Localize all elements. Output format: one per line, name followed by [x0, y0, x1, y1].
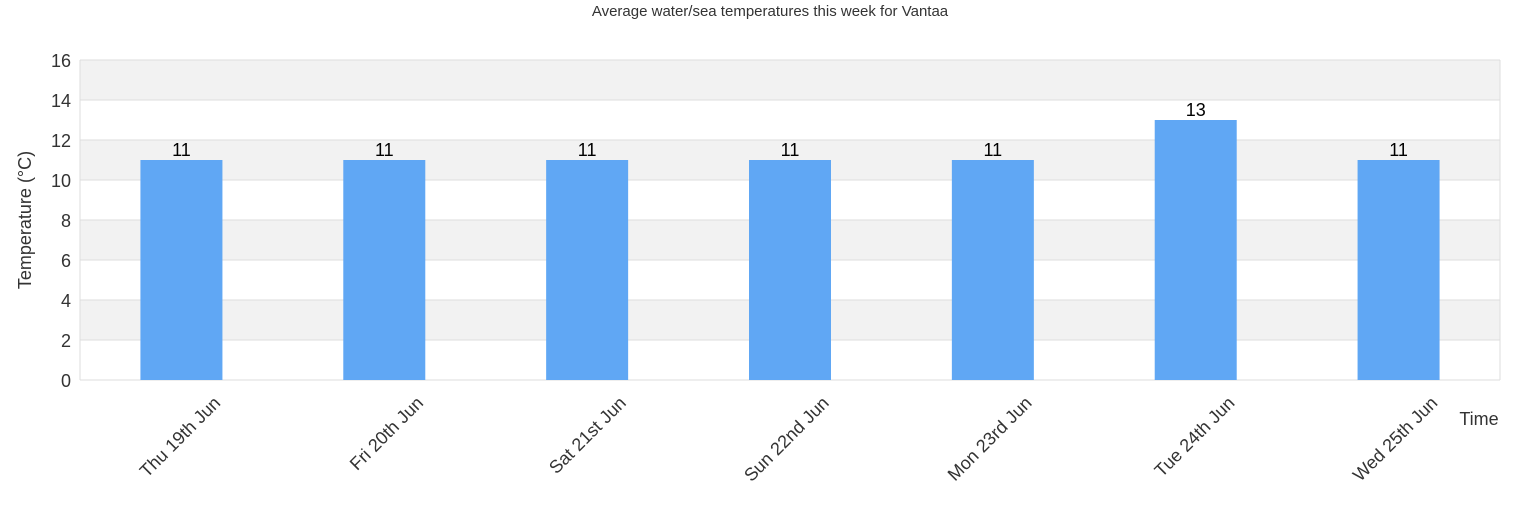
bar — [546, 160, 629, 380]
x-tick-label: Sat 21st Jun — [545, 393, 630, 478]
y-tick-label: 8 — [61, 211, 71, 231]
x-tick-label: Tue 24th Jun — [1151, 393, 1239, 481]
data-label: 11 — [578, 140, 597, 160]
data-label: 11 — [984, 140, 1003, 160]
chart-title: Average water/sea temperatures this week… — [592, 3, 949, 20]
x-tick-label: Sun 22nd Jun — [740, 393, 833, 486]
x-axis-title: Time — [1459, 409, 1498, 429]
y-tick-label: 6 — [61, 251, 71, 271]
y-tick-label: 14 — [51, 91, 71, 111]
y-axis-ticks: 0 2 4 6 8 10 12 14 16 — [51, 51, 71, 391]
data-label: 13 — [1186, 100, 1206, 120]
background-band — [80, 60, 1500, 100]
bar — [1357, 160, 1440, 380]
y-tick-label: 16 — [51, 51, 71, 71]
bar — [1154, 120, 1237, 380]
data-labels: 11 11 11 11 11 13 11 — [172, 100, 1408, 160]
y-tick-label: 10 — [51, 171, 71, 191]
data-label: 11 — [375, 140, 394, 160]
x-tick-label: Wed 25th Jun — [1349, 393, 1441, 485]
y-axis-title: Temperature (°C) — [15, 151, 35, 289]
x-axis-ticks: Thu 19th Jun Fri 20th Jun Sat 21st Jun Sun … — [136, 393, 1442, 486]
y-tick-label: 12 — [51, 131, 71, 151]
bar — [343, 160, 426, 380]
data-label: 11 — [781, 140, 800, 160]
data-label: 11 — [172, 140, 191, 160]
x-tick-label: Mon 23rd Jun — [944, 393, 1036, 485]
x-tick-label: Thu 19th Jun — [136, 393, 224, 481]
bars — [140, 120, 1440, 380]
x-tick-label: Fri 20th Jun — [346, 393, 427, 474]
y-tick-label: 2 — [61, 331, 71, 351]
background-band — [80, 100, 1500, 140]
bar — [140, 160, 223, 380]
y-tick-label: 4 — [61, 291, 71, 311]
y-tick-label: 0 — [61, 371, 71, 391]
data-label: 11 — [1389, 140, 1408, 160]
bar — [749, 160, 831, 380]
bar — [951, 160, 1034, 380]
